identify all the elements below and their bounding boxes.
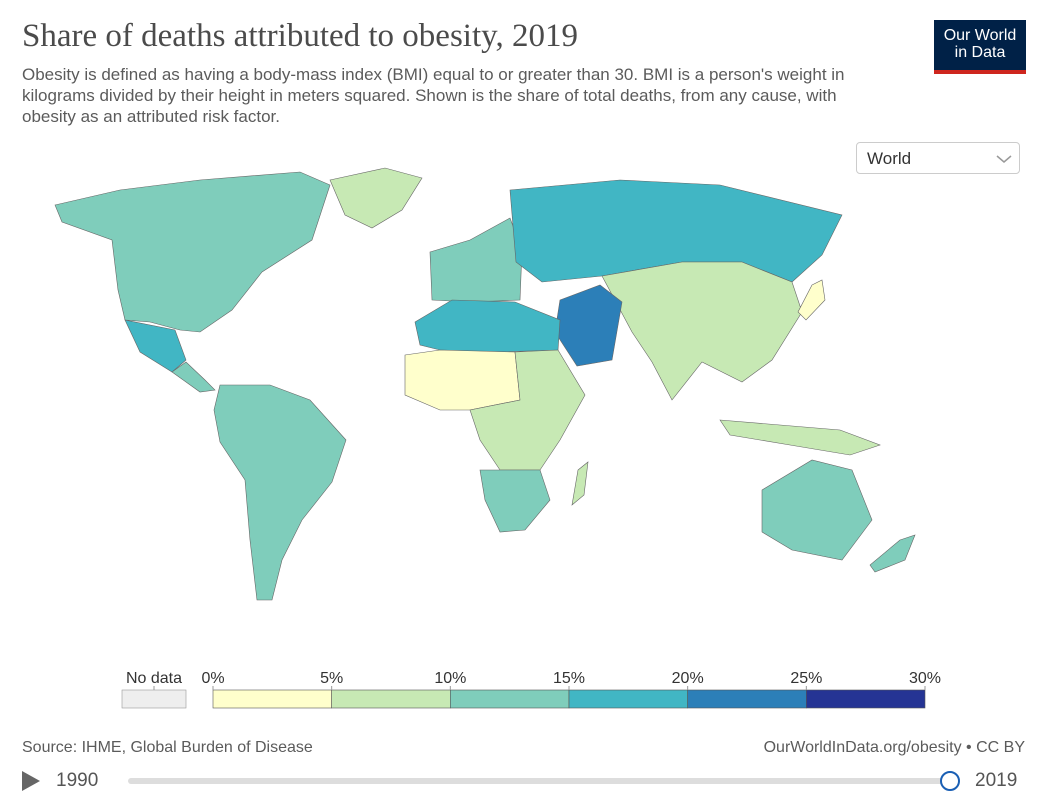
timeline-handle[interactable]	[940, 771, 960, 791]
japan	[797, 279, 826, 321]
mexico	[124, 319, 187, 373]
russia	[509, 179, 843, 283]
legend-tick-label: 15%	[553, 670, 585, 687]
legend-bin	[212, 689, 332, 709]
legend-bin	[806, 689, 926, 709]
countries	[54, 167, 916, 601]
url: OurWorldInData.org/obesity • CC BY	[763, 739, 1025, 756]
end-year: 2019	[975, 770, 1018, 791]
chevron	[996, 155, 1012, 163]
north-africa	[414, 299, 561, 353]
europe	[429, 217, 523, 303]
logo-line: Our World	[943, 27, 1017, 44]
logo-line: in Data	[954, 44, 1006, 61]
region-dropdown[interactable]: World	[856, 142, 1020, 174]
east-africa	[469, 349, 586, 471]
legend-bin	[450, 689, 570, 709]
central-america	[171, 361, 216, 393]
subtitle: Obesity is defined as having a body-mass…	[22, 65, 845, 126]
legend-tick-label: 30%	[909, 670, 941, 687]
greenland	[329, 167, 423, 229]
title: Share of deaths attributed to obesity, 2…	[22, 18, 578, 54]
region-label: World	[867, 149, 912, 168]
new-zealand	[869, 534, 916, 573]
start-year: 1990	[56, 770, 99, 791]
south-america	[213, 384, 347, 601]
no-data-label: No data	[126, 670, 182, 687]
north-america	[54, 171, 331, 333]
legend-tick-label: 5%	[320, 670, 343, 687]
legend-tick-label: 0%	[201, 670, 224, 687]
legend-bin	[568, 689, 688, 709]
west-africa	[404, 349, 521, 411]
legend-bin	[687, 689, 807, 709]
legend-tick-label: 20%	[672, 670, 704, 687]
source: Source: IHME, Global Burden of Disease	[22, 739, 313, 756]
logo[interactable]: Our World in Data	[934, 20, 1026, 74]
asia	[601, 261, 803, 401]
play-button	[22, 771, 40, 791]
no-data-swatch	[121, 689, 187, 709]
legend-tick-label: 25%	[790, 670, 822, 687]
southern-africa	[479, 469, 551, 533]
legend-bin	[331, 689, 451, 709]
middle-east	[554, 284, 623, 367]
indonesia	[719, 419, 881, 456]
australia	[761, 459, 873, 561]
madagascar	[571, 461, 589, 506]
timeline-track	[128, 778, 952, 784]
legend-tick-label: 10%	[434, 670, 466, 687]
